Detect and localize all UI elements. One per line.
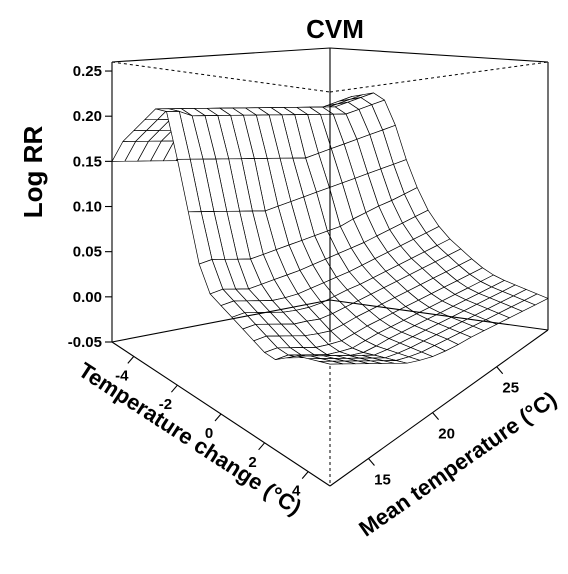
x-tick-mark [301,471,309,479]
x-tick-mark [214,413,222,422]
box-edge-bottom-right [329,329,549,487]
y-axis-ticks: 15 20 25 [368,366,519,488]
z-axis-label: Log RR [18,126,48,219]
x-tick-label: -2 [159,396,172,413]
z-tick-label: 0.00 [73,289,102,306]
surface-mesh [111,92,549,365]
z-tick-label: -0.05 [68,334,102,351]
x-tick-mark [170,384,178,393]
y-tick-label: 20 [438,426,455,443]
x-tick-mark [127,356,135,364]
box-edge-top-left-front [111,47,331,63]
z-axis-ticks: 0.25 0.20 0.15 0.10 0.05 0.00 -0.05 [68,63,112,351]
z-tick-label: 0.25 [73,63,102,80]
x-tick-label: 0 [205,425,213,442]
x-tick-mark [258,442,266,451]
box-front-edges [111,47,549,487]
box-edge-top-right-front [329,47,549,63]
y-tick-label: 25 [502,380,519,397]
z-tick-label: 0.15 [73,153,102,170]
x-axis-ticks: -4 -2 0 2 4 [115,356,309,500]
z-tick-label: 0.10 [73,199,102,216]
box-edge-floor-left [111,299,331,343]
box-edge-floor-right [329,299,549,331]
z-tick-label: 0.20 [73,108,102,125]
box-edge-back-top-right [329,61,549,93]
y-tick-mark [432,412,440,420]
y-tick-mark [496,366,504,375]
x-tick-label: -4 [115,367,129,384]
x-axis-label: Temperature change (°C) [74,357,306,520]
z-tick-label: 0.05 [73,244,102,261]
y-tick-label: 15 [374,471,391,488]
box-back-edges [111,61,549,486]
x-tick-label: 4 [292,483,301,500]
x-tick-label: 2 [248,454,256,471]
y-tick-mark [368,458,375,466]
surface-facet [318,360,344,365]
chart-title: CVM [306,14,364,44]
y-axis-label: Mean temperature (°C) [354,386,561,541]
box-edge-back-top-left [111,61,331,93]
